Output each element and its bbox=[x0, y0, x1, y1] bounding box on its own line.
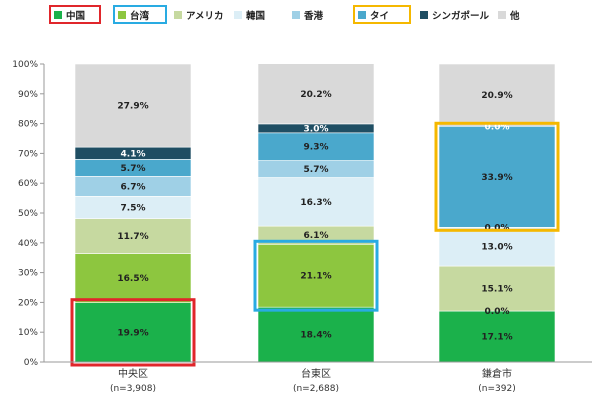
legend-label: 韓国 bbox=[246, 10, 265, 22]
data-label: 20.9% bbox=[481, 91, 512, 101]
y-tick-label: 100% bbox=[12, 60, 38, 70]
data-label: 15.1% bbox=[481, 285, 512, 295]
legend-highlight-box bbox=[353, 5, 411, 24]
bar-segment bbox=[257, 306, 375, 363]
x-tick-label: 台東区 bbox=[301, 367, 331, 380]
legend-highlight-box bbox=[49, 5, 101, 24]
data-label: 5.7% bbox=[304, 165, 329, 175]
legend-swatch bbox=[174, 11, 182, 19]
highlight-boxes bbox=[70, 121, 560, 367]
bar-segment bbox=[74, 63, 192, 148]
data-label: 0.0% bbox=[485, 223, 510, 233]
legend-swatch bbox=[234, 11, 242, 19]
y-tick-label: 30% bbox=[18, 269, 38, 279]
segment-labels: 19.9% 16.5% 11.7% 7.5% 6.7% 5.7% 4.1% 27.9% 18.4… bbox=[117, 90, 512, 343]
data-label: 6.7% bbox=[121, 182, 146, 192]
y-tick-label: 60% bbox=[18, 179, 38, 189]
legend: 中国 台湾 アメリカ 韓国 香港 タイ シンガポール 他 bbox=[49, 5, 520, 24]
legend-swatch bbox=[54, 11, 62, 19]
bar-segment bbox=[74, 253, 192, 303]
data-label: 6.1% bbox=[304, 231, 329, 241]
highlight-box bbox=[434, 121, 560, 232]
x-axis: 中央区 (n=3,908) 台東区 (n=2,688) 鎌倉市 (n=392) bbox=[44, 361, 592, 394]
y-tick-label: 20% bbox=[18, 298, 38, 308]
legend-swatch bbox=[358, 11, 366, 19]
data-label: 16.3% bbox=[300, 198, 331, 208]
bar-segment bbox=[438, 310, 556, 363]
data-label: 5.7% bbox=[121, 164, 146, 174]
x-sample-size-label: (n=3,908) bbox=[110, 384, 156, 394]
legend-swatch bbox=[292, 11, 300, 19]
data-label: 20.2% bbox=[300, 90, 331, 100]
legend-label: アメリカ bbox=[186, 11, 224, 22]
data-label: 7.5% bbox=[121, 203, 146, 213]
y-tick-label: 10% bbox=[18, 328, 38, 338]
x-sample-size-label: (n=392) bbox=[478, 384, 515, 394]
bar-segment bbox=[74, 302, 192, 363]
x-tick-label: 鎌倉市 bbox=[482, 367, 512, 380]
bar-segment bbox=[438, 125, 556, 228]
legend-highlight-box bbox=[113, 5, 167, 24]
data-label: 27.9% bbox=[117, 102, 148, 112]
legend-swatch bbox=[498, 11, 506, 19]
y-tick-label: 80% bbox=[18, 120, 38, 130]
legend-swatch bbox=[118, 11, 126, 19]
data-label: 19.9% bbox=[117, 328, 148, 338]
bar-segment bbox=[257, 63, 375, 125]
legend-swatch bbox=[420, 11, 428, 19]
bars bbox=[74, 63, 556, 363]
data-label: 16.5% bbox=[117, 274, 148, 284]
legend-label: 香港 bbox=[303, 10, 324, 22]
bar-segment bbox=[257, 243, 375, 308]
y-tick-label: 40% bbox=[18, 239, 38, 249]
y-tick-label: 0% bbox=[24, 358, 39, 368]
legend-label: タイ bbox=[370, 10, 389, 22]
data-label: 0.0% bbox=[485, 122, 510, 132]
highlight-box bbox=[253, 239, 379, 312]
bar-segment bbox=[74, 218, 192, 254]
bar-segment bbox=[438, 265, 556, 312]
bar-segment bbox=[438, 227, 556, 267]
highlight-box bbox=[70, 298, 196, 367]
data-label: 21.1% bbox=[300, 272, 331, 282]
data-label: 33.9% bbox=[481, 173, 512, 183]
bar-segment bbox=[257, 177, 375, 227]
x-tick-label: 中央区 bbox=[118, 367, 148, 380]
y-tick-label: 90% bbox=[18, 90, 38, 100]
x-sample-size-label: (n=2,688) bbox=[293, 384, 339, 394]
legend-label: 中国 bbox=[66, 10, 85, 22]
data-label: 17.1% bbox=[481, 333, 512, 343]
legend-label: 他 bbox=[509, 10, 520, 22]
y-tick-label: 70% bbox=[18, 149, 38, 159]
data-label: 13.0% bbox=[481, 243, 512, 253]
legend-label: シンガポール bbox=[432, 10, 490, 22]
data-label: 0.0% bbox=[485, 307, 510, 317]
data-label: 18.4% bbox=[300, 331, 331, 341]
y-tick-label: 50% bbox=[18, 209, 38, 219]
data-label: 4.1% bbox=[121, 149, 146, 159]
bar-segment bbox=[438, 63, 556, 127]
data-label: 3.0% bbox=[304, 124, 329, 134]
y-axis: 0% 10% 20% 30% 40% 50% 60% 70% 80% 90% 100% bbox=[12, 60, 45, 368]
legend-label: 台湾 bbox=[130, 10, 150, 22]
data-label: 9.3% bbox=[304, 143, 329, 153]
data-label: 11.7% bbox=[117, 232, 148, 242]
